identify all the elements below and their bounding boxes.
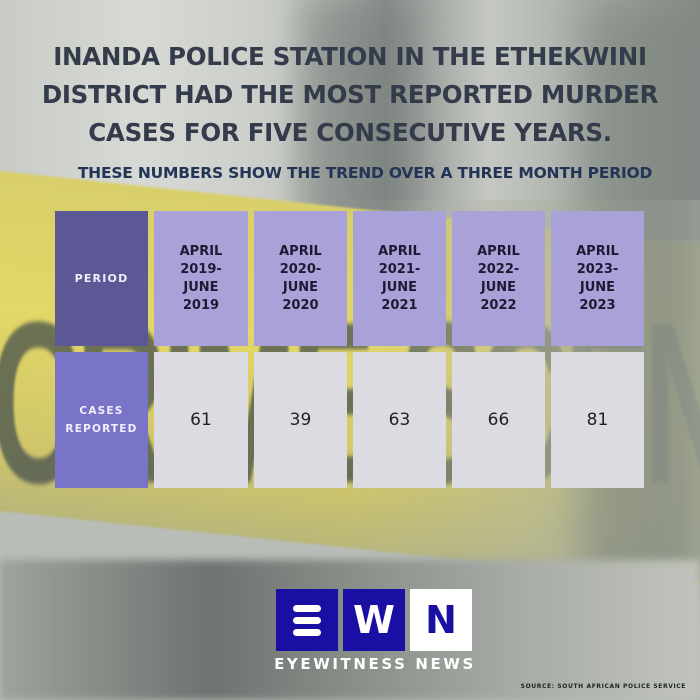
period-text: 2020- bbox=[279, 261, 322, 277]
period-cell: APRIL 2023- JUNE 2023 bbox=[551, 211, 644, 346]
row-label-text: REPORTED bbox=[65, 423, 138, 435]
period-text: 2023- bbox=[576, 261, 619, 277]
period-text: JUNE bbox=[282, 279, 319, 295]
ewn-logo: W N bbox=[276, 589, 472, 651]
period-text: 2022- bbox=[477, 261, 520, 277]
period-text: 2021- bbox=[378, 261, 421, 277]
headline: INANDA POLICE STATION IN THE ETHEKWINI D… bbox=[20, 38, 680, 152]
subtitle: THESE NUMBERS SHOW THE TREND OVER A THRE… bbox=[77, 164, 653, 182]
cases-value-cell: 39 bbox=[254, 352, 347, 488]
period-text: JUNE bbox=[381, 279, 418, 295]
period-text: APRIL bbox=[576, 243, 619, 259]
cases-value-cell: 66 bbox=[452, 352, 545, 488]
brand-name: EYEWITNESS NEWS bbox=[274, 655, 476, 673]
period-text: 2019- bbox=[180, 261, 222, 277]
period-text: APRIL bbox=[378, 243, 421, 259]
period-text: APRIL bbox=[179, 243, 223, 259]
cases-reported-label: CASES REPORTED bbox=[55, 352, 148, 488]
row-label-text: CASES bbox=[79, 405, 124, 417]
period-text: 2023 bbox=[579, 297, 616, 313]
period-cell: APRIL 2019- JUNE 2019 bbox=[154, 211, 248, 346]
period-text: APRIL bbox=[477, 243, 520, 259]
cases-value-cell: 61 bbox=[154, 352, 248, 488]
logo-e-bars-icon bbox=[276, 589, 338, 651]
period-cell: APRIL 2022- JUNE 2022 bbox=[452, 211, 545, 346]
period-text: 2020 bbox=[282, 297, 319, 313]
period-cell: APRIL 2020- JUNE 2020 bbox=[254, 211, 347, 346]
headline-line: DISTRICT HAD THE MOST REPORTED MURDER bbox=[41, 80, 659, 109]
period-text: 2021 bbox=[381, 297, 418, 313]
source-credit: SOURCE: SOUTH AFRICAN POLICE SERVICE bbox=[520, 683, 686, 690]
period-text: APRIL bbox=[279, 243, 322, 259]
cases-value-cell: 63 bbox=[353, 352, 446, 488]
headline-line: INANDA POLICE STATION IN THE ETHEKWINI bbox=[53, 42, 647, 71]
murder-cases-table: PERIOD APRIL 2019- JUNE 2019 APRIL 2020-… bbox=[55, 211, 644, 488]
period-text: 2022 bbox=[480, 297, 517, 313]
period-text: JUNE bbox=[579, 279, 616, 295]
period-text: 2019 bbox=[182, 297, 220, 313]
cases-value-cell: 81 bbox=[551, 352, 644, 488]
period-header-label: PERIOD bbox=[55, 211, 148, 346]
period-cell: APRIL 2021- JUNE 2021 bbox=[353, 211, 446, 346]
period-text: JUNE bbox=[183, 279, 219, 295]
logo-n-letter: N bbox=[410, 589, 472, 651]
headline-line: CASES FOR FIVE CONSECUTIVE YEARS. bbox=[88, 118, 612, 147]
logo-w-letter: W bbox=[343, 589, 405, 651]
period-text: JUNE bbox=[480, 279, 517, 295]
